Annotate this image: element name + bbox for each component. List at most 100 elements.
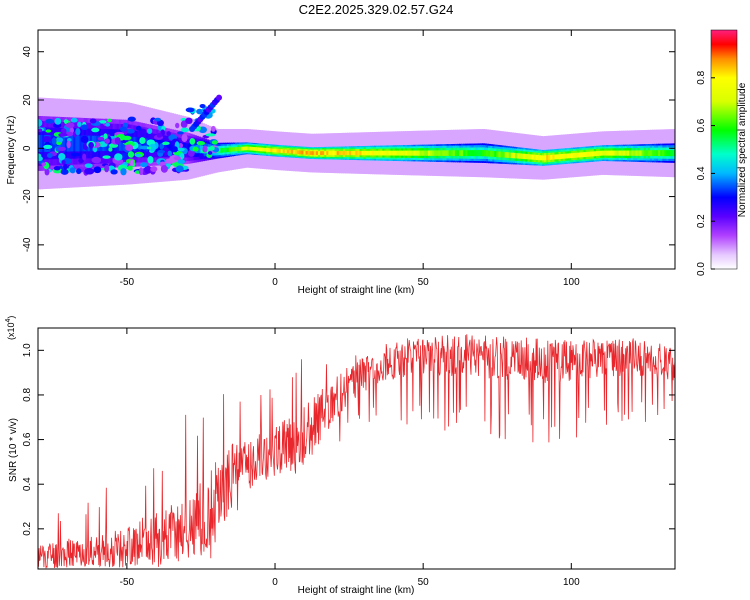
heatmap-blob xyxy=(66,140,71,149)
heatmap-cell xyxy=(170,141,174,153)
heatmap-blob xyxy=(154,117,162,122)
heatmap-blob xyxy=(107,118,112,123)
heatmap-xtick-label: -50 xyxy=(120,277,135,288)
heatmap-cell xyxy=(670,150,674,157)
heatmap-cell xyxy=(600,150,604,156)
heatmap-cell xyxy=(272,148,276,153)
heatmap-cell xyxy=(230,147,235,152)
snr-ytick-label: 0.8 xyxy=(22,388,33,402)
heatmap-cell xyxy=(241,146,245,151)
heatmap-cell xyxy=(371,150,376,156)
heatmap-cell xyxy=(444,150,448,156)
heatmap-cell xyxy=(411,150,415,156)
heatmap-cell xyxy=(245,146,249,151)
heatmap-cell xyxy=(573,152,577,158)
heatmap-cell xyxy=(500,151,504,158)
heatmap-blob xyxy=(178,142,184,149)
heatmap-cell xyxy=(247,146,251,151)
heatmap-blob xyxy=(129,159,134,167)
heatmap-cell xyxy=(274,148,278,153)
heatmap-blob xyxy=(60,128,67,135)
heatmap-cell xyxy=(527,154,531,160)
heatmap-cell xyxy=(502,151,506,158)
heatmap-cell xyxy=(311,151,315,155)
heatmap-cell xyxy=(560,153,564,159)
heatmap-cell xyxy=(575,152,579,158)
heatmap-cell xyxy=(164,140,168,153)
heatmap-cell xyxy=(40,135,44,152)
heatmap-blob xyxy=(58,153,66,160)
heatmap-cell xyxy=(498,151,502,158)
heatmap-cell xyxy=(490,150,494,157)
heatmap-cell xyxy=(450,150,454,156)
heatmap-cell xyxy=(583,152,587,157)
heatmap-cell xyxy=(297,150,301,155)
heatmap-cell xyxy=(529,154,533,160)
heatmap-blob xyxy=(167,150,172,157)
heatmap-blob xyxy=(43,144,53,149)
heatmap-cell xyxy=(666,150,670,157)
heatmap-blob xyxy=(65,122,75,129)
heatmap-cell xyxy=(519,153,523,159)
heatmap-cell xyxy=(367,150,371,156)
heatmap-cell xyxy=(521,153,525,159)
heatmap-cell xyxy=(42,135,46,152)
heatmap-cell xyxy=(355,150,359,156)
snr-panel: -50 0 50 100 0.2 0.4 0.6 0.8 1.0 Height of strai… xyxy=(5,316,676,596)
heatmap-blob xyxy=(181,134,188,143)
heatmap-cell xyxy=(624,150,629,156)
heatmap-blob xyxy=(138,167,144,176)
snr-exponent: (x104) xyxy=(5,316,16,340)
heatmap-ytick-label: -40 xyxy=(22,237,33,252)
heatmap-ytick-label: -20 xyxy=(22,189,33,204)
heatmap-cell xyxy=(322,151,326,156)
heatmap-cell xyxy=(481,150,486,157)
heatmap-cell xyxy=(440,150,444,156)
heatmap-cell xyxy=(591,151,595,157)
heatmap-cell xyxy=(649,150,654,156)
heatmap-cell xyxy=(629,150,633,156)
heatmap-cell xyxy=(442,150,446,156)
heatmap-blob xyxy=(185,107,195,113)
heatmap-cell xyxy=(330,151,334,156)
heatmap-blob xyxy=(105,122,111,127)
heatmap-cell xyxy=(651,150,656,156)
heatmap-cell xyxy=(305,150,309,155)
heatmap-cell xyxy=(672,150,675,157)
heatmap-cell xyxy=(50,135,54,152)
heatmap-cell xyxy=(463,150,467,157)
heatmap-cell xyxy=(508,152,512,159)
heatmap-cell xyxy=(334,151,338,156)
heatmap-cell xyxy=(237,146,241,151)
heatmap-cell xyxy=(239,146,243,151)
heatmap-blob xyxy=(104,138,111,144)
heatmap-blob xyxy=(166,131,171,137)
heatmap-blob xyxy=(211,140,218,145)
heatmap-xtick-label: 0 xyxy=(272,277,278,288)
heatmap-cell xyxy=(75,135,79,152)
heatmap-cell xyxy=(349,151,353,156)
heatmap-cell xyxy=(365,150,369,156)
colorbar-label: Normalized spectral amplitude xyxy=(737,82,748,217)
snr-xlabel: Height of straight line (km) xyxy=(298,585,415,596)
heatmap-blob xyxy=(77,121,82,128)
heatmap-cell xyxy=(562,153,566,159)
heatmap-cell xyxy=(347,151,351,156)
snr-exponent-power: 4 xyxy=(5,318,12,322)
heatmap-cell xyxy=(429,150,434,156)
heatmap-blob xyxy=(42,135,52,143)
heatmap-blob xyxy=(84,163,93,168)
heatmap-cell xyxy=(255,147,259,151)
heatmap-ytick-label: 40 xyxy=(22,46,33,58)
heatmap-cell xyxy=(380,150,384,156)
heatmap-cell xyxy=(326,151,330,156)
heatmap-cell xyxy=(232,147,237,152)
heatmap-cell xyxy=(556,154,560,160)
heatmap-cell xyxy=(479,150,483,157)
heatmap-cell xyxy=(81,135,85,152)
heatmap-cell xyxy=(454,150,459,156)
heatmap-cell xyxy=(645,150,649,156)
heatmap-cell xyxy=(301,150,305,155)
heatmap-blob xyxy=(97,136,105,141)
heatmap-blob xyxy=(139,145,150,150)
